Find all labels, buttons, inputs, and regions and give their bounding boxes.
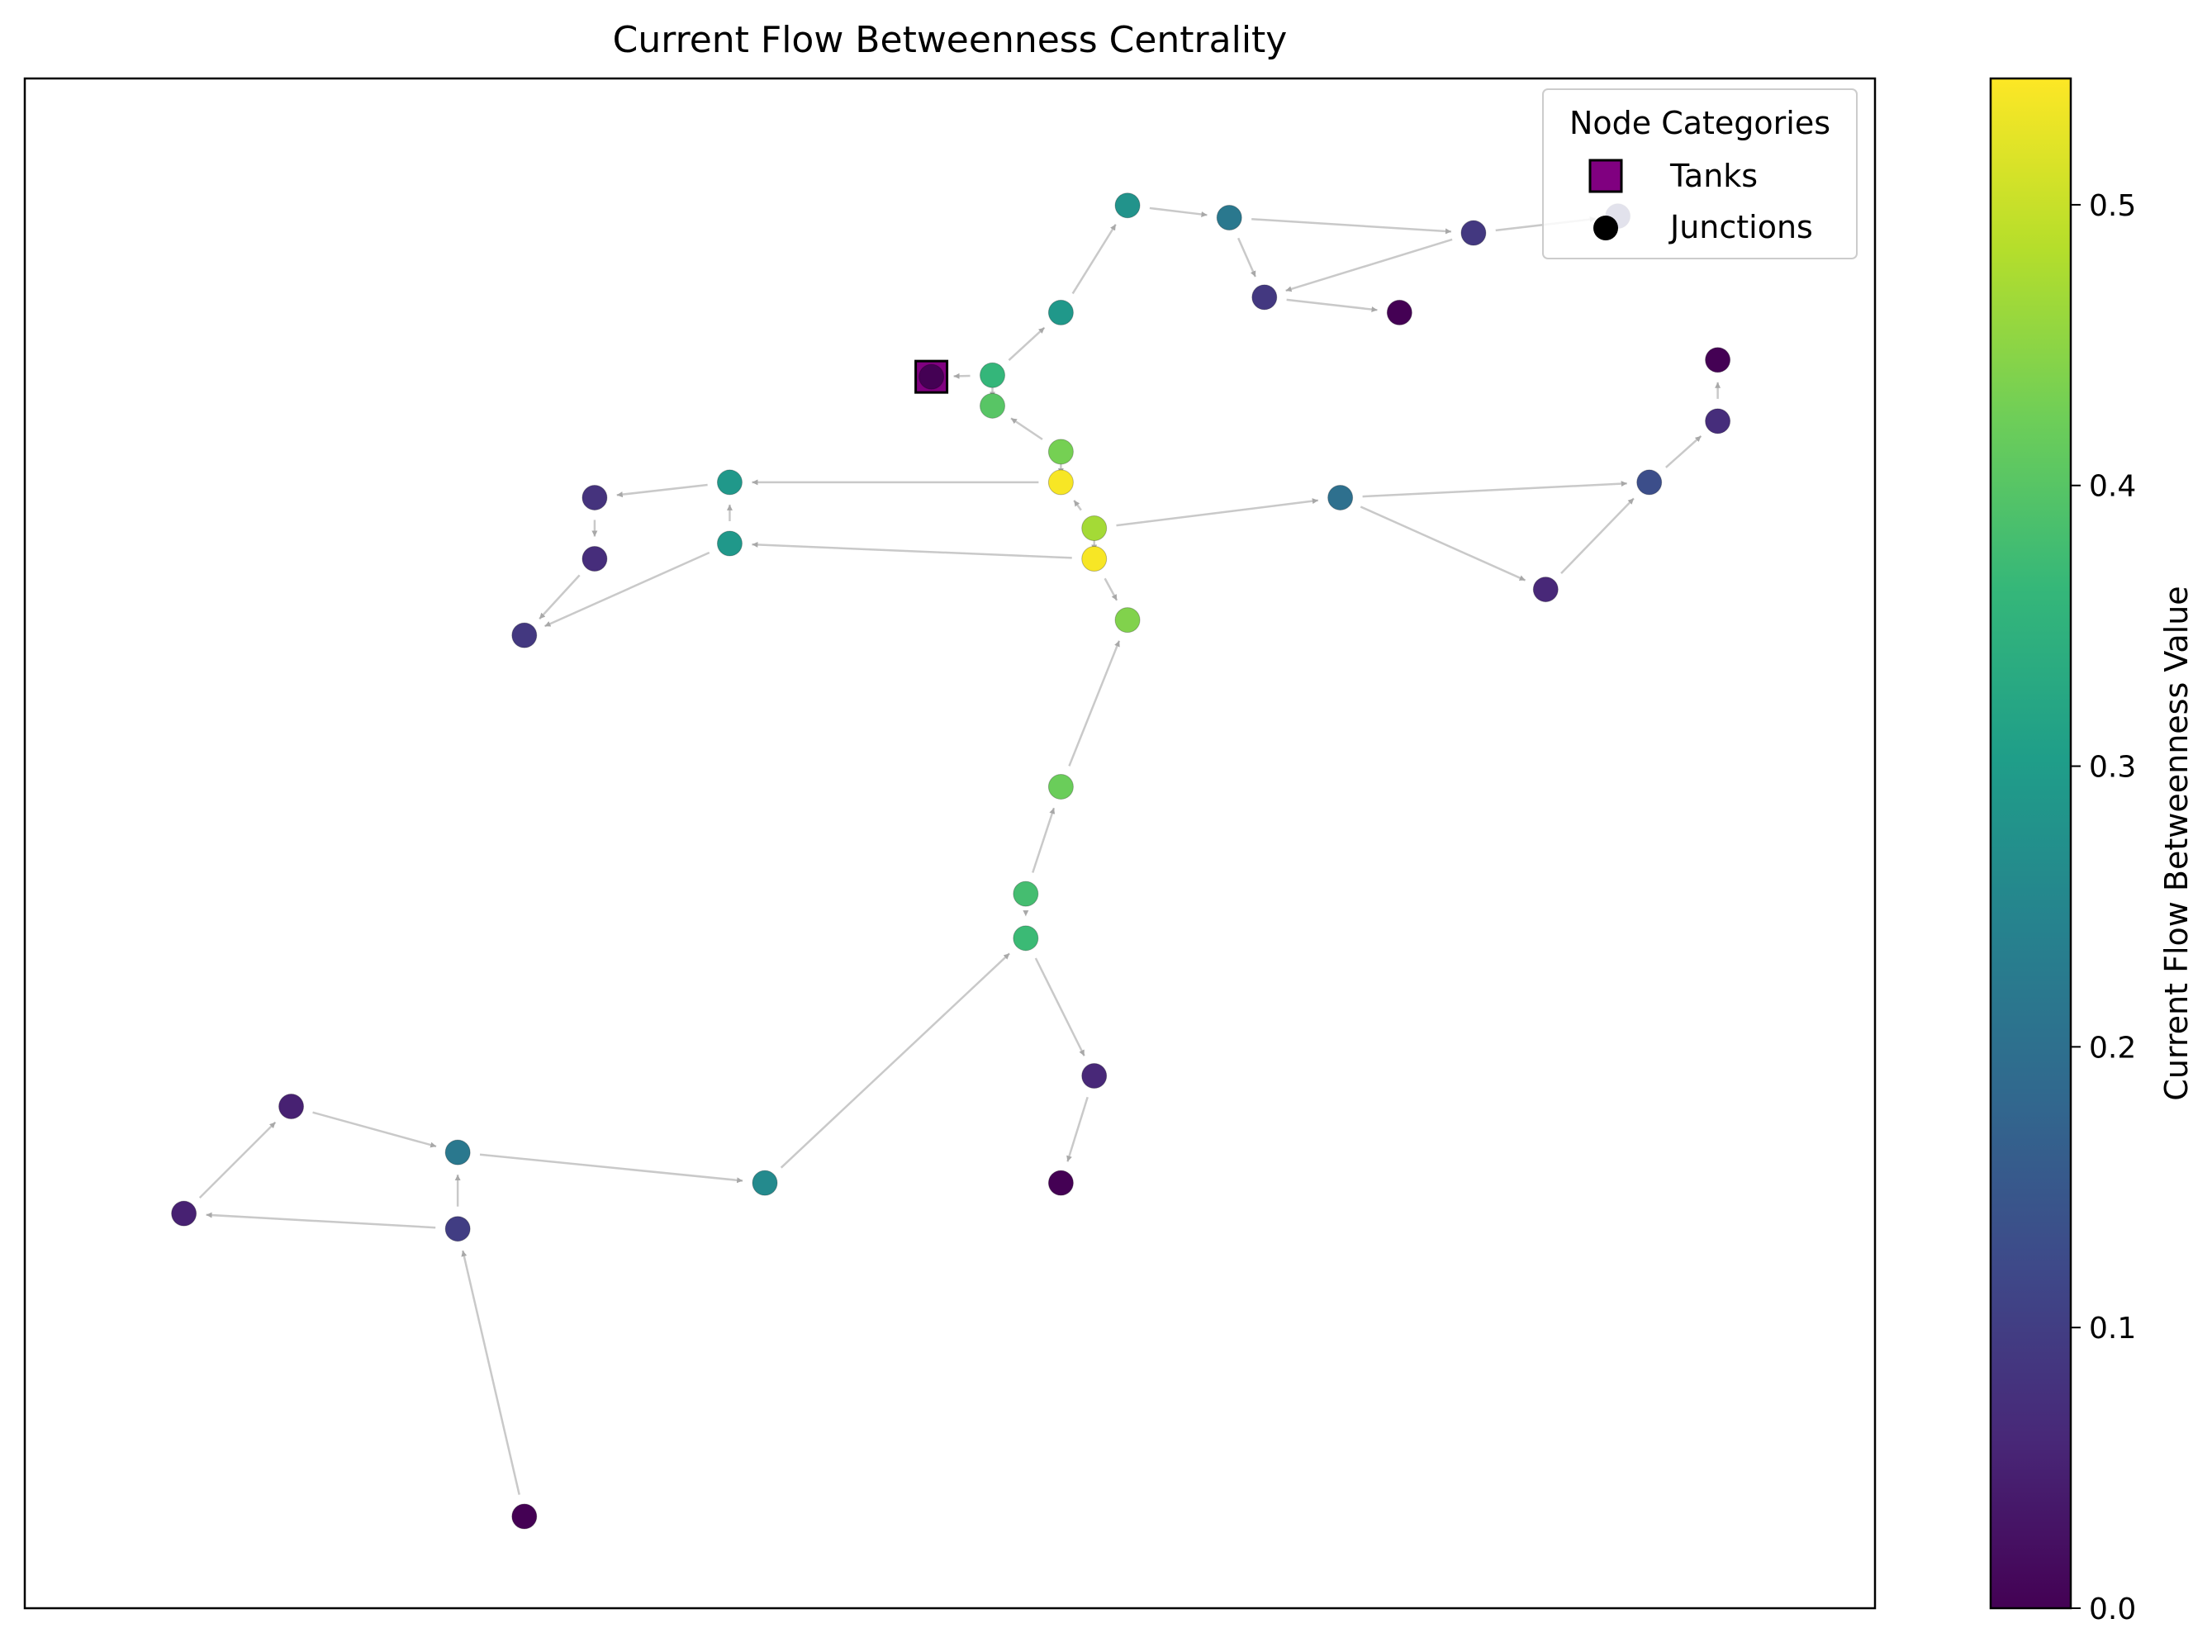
edges-layer [200,208,1718,1495]
chart-title: Current Flow Betweenness Centrality [613,19,1288,61]
legend-tank-marker [1590,160,1621,192]
node-n29 [717,531,742,556]
node-n33 [1637,470,1662,495]
edge-n21-n20 [480,1155,743,1181]
edge-n25-n24 [463,1251,519,1495]
edge-n18-n19 [1067,1097,1087,1161]
node-n12 [1082,515,1107,540]
colorbar: 0.0 0.1 0.2 0.3 0.4 0.5 Current Flow Betweenn… [1991,78,2195,1626]
node-n27 [582,485,607,510]
node-n13 [1082,547,1107,572]
edge-n13-n29 [752,544,1071,558]
node-n30 [512,623,537,648]
edge-n26-n27 [617,485,708,495]
colorbar-ticks: 0.0 0.1 0.2 0.3 0.4 0.5 [2071,189,2136,1626]
node-n15 [1048,774,1073,799]
node-n23 [172,1201,197,1226]
node-n8 [980,363,1005,387]
colorbar-tick-label: 0.4 [2089,470,2136,504]
node-n34 [1706,409,1730,434]
node-n7 [1048,300,1073,325]
node-n1 [1115,193,1140,218]
edge-n10-n9 [1011,418,1042,439]
colorbar-tick-label: 0.2 [2089,1031,2136,1065]
edge-n7-n1 [1073,225,1116,294]
edge-n22-n21 [313,1113,437,1146]
edge-n8-n7 [1009,328,1044,360]
edge-n15-n14 [1069,641,1119,767]
edge-n32-n33 [1561,498,1634,573]
legend-junction-marker [1593,216,1618,240]
node-n18 [1082,1064,1107,1089]
node-n20 [752,1170,777,1195]
edge-n31-n33 [1363,483,1627,496]
node-n11 [1048,470,1073,495]
edge-n31-n32 [1360,506,1525,580]
node-n16 [1013,881,1038,906]
edge-n13-n14 [1105,578,1118,601]
edge-n3-n5 [1286,240,1453,291]
edge-n2-n5 [1238,238,1256,277]
colorbar-tick-label: 0.3 [2089,751,2136,785]
node-n14 [1115,608,1140,633]
edge-n23-n22 [200,1123,276,1198]
node-n26 [717,470,742,495]
node-n3 [1461,221,1486,245]
legend-title: Node Categories [1569,105,1830,141]
node-n32 [1533,577,1558,602]
edge-n33-n34 [1666,436,1702,468]
edge-n1-n2 [1150,208,1208,215]
edge-n12-n31 [1117,501,1318,525]
node-n17 [1013,926,1038,951]
edge-n12-n11 [1074,501,1081,510]
edge-n20-n17 [781,953,1009,1167]
node-n6 [1387,300,1412,325]
colorbar-tick-label: 0.5 [2089,189,2136,223]
edge-n2-n3 [1251,219,1451,231]
node-n28 [582,547,607,572]
node-n19 [1048,1170,1073,1195]
legend: Node Categories Tanks Junctions [1543,89,1857,259]
node-n31 [1328,485,1353,510]
colorbar-gradient [1991,78,2071,1608]
node-n25 [512,1504,537,1529]
node-n22 [279,1094,304,1119]
edge-n29-n30 [544,553,709,626]
node-n35 [1706,348,1730,373]
edge-n5-n6 [1287,300,1378,310]
edge-n24-n23 [206,1215,436,1228]
nodes-layer [172,193,1730,1529]
colorbar-tick-label: 0.0 [2089,1593,2136,1626]
edge-n16-n15 [1032,808,1054,872]
colorbar-tick-label: 0.1 [2089,1312,2136,1346]
node-n10 [1048,439,1073,464]
legend-tank-label: Tanks [1669,158,1758,194]
node-n24 [445,1217,470,1241]
node-t1 [919,364,944,389]
colorbar-label: Current Flow Betweenness Value [2158,586,2195,1100]
node-n9 [980,393,1005,418]
node-n2 [1217,206,1241,230]
node-n21 [445,1140,470,1165]
node-n5 [1252,285,1277,310]
edge-n17-n18 [1036,958,1085,1056]
plot-area-frame [25,78,1875,1608]
legend-junction-label: Junctions [1668,209,1813,245]
